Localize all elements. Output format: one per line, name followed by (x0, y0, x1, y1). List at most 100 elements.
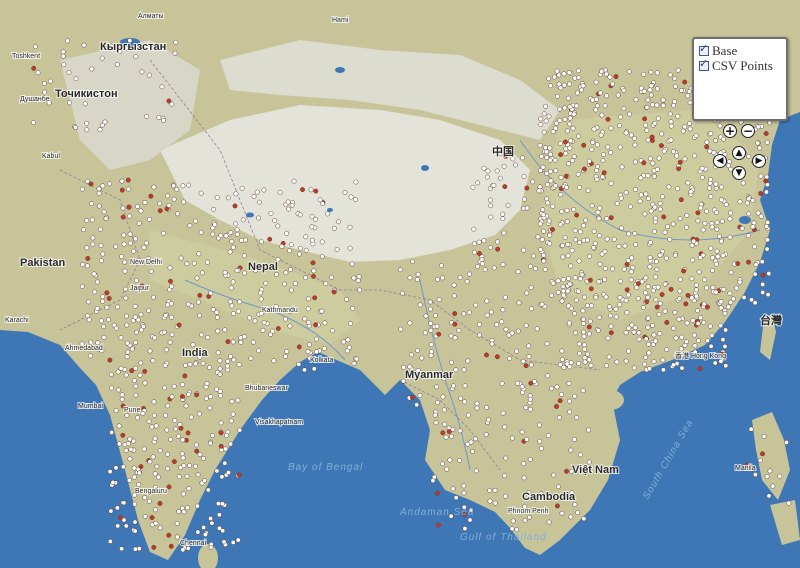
csv-point-marker[interactable] (570, 125, 576, 131)
csv-point-marker[interactable] (626, 348, 632, 354)
csv-point-marker[interactable] (138, 208, 144, 214)
csv-point-marker[interactable] (705, 338, 711, 344)
csv-point-marker[interactable] (589, 97, 595, 103)
csv-point-marker[interactable] (89, 66, 95, 72)
csv-point-marker[interactable] (157, 448, 163, 454)
csv-point-marker[interactable] (120, 432, 126, 438)
csv-point-marker[interactable] (566, 398, 572, 404)
csv-point-marker[interactable] (689, 295, 695, 301)
csv-point-marker[interactable] (675, 186, 681, 192)
csv-point-marker[interactable] (239, 185, 245, 191)
csv-point-marker[interactable] (329, 328, 335, 334)
csv-point-marker[interactable] (503, 153, 508, 159)
csv-point-marker[interactable] (308, 187, 314, 193)
csv-point-marker[interactable] (623, 130, 629, 136)
csv-point-marker[interactable] (109, 43, 115, 49)
csv-point-marker[interactable] (576, 361, 582, 366)
csv-point-marker[interactable] (236, 472, 242, 478)
csv-point-marker[interactable] (641, 71, 647, 77)
csv-point-marker[interactable] (443, 434, 449, 440)
csv-point-marker[interactable] (668, 286, 674, 292)
csv-point-marker[interactable] (313, 336, 319, 342)
csv-point-marker[interactable] (602, 249, 608, 255)
csv-point-marker[interactable] (515, 328, 521, 334)
csv-point-marker[interactable] (415, 271, 421, 277)
csv-point-marker[interactable] (550, 129, 556, 135)
csv-point-marker[interactable] (146, 256, 152, 262)
csv-point-marker[interactable] (468, 439, 474, 445)
csv-point-marker[interactable] (784, 439, 789, 445)
csv-point-marker[interactable] (720, 252, 726, 258)
csv-point-marker[interactable] (484, 312, 490, 318)
csv-point-marker[interactable] (433, 420, 439, 426)
csv-point-marker[interactable] (512, 162, 518, 168)
csv-point-marker[interactable] (758, 191, 764, 196)
csv-point-marker[interactable] (119, 396, 125, 402)
csv-point-marker[interactable] (234, 227, 240, 233)
csv-point-marker[interactable] (654, 304, 660, 310)
csv-point-marker[interactable] (619, 225, 625, 231)
csv-point-marker[interactable] (543, 118, 549, 124)
csv-point-marker[interactable] (752, 271, 758, 277)
csv-point-marker[interactable] (494, 354, 500, 360)
csv-point-marker[interactable] (428, 342, 434, 348)
csv-point-marker[interactable] (465, 412, 471, 418)
csv-point-marker[interactable] (572, 228, 578, 234)
csv-point-marker[interactable] (582, 359, 588, 365)
csv-point-marker[interactable] (647, 366, 652, 372)
csv-point-marker[interactable] (194, 275, 200, 281)
csv-point-marker[interactable] (557, 118, 563, 123)
csv-point-marker[interactable] (595, 209, 601, 215)
csv-point-marker[interactable] (590, 139, 596, 145)
csv-point-marker[interactable] (143, 240, 149, 246)
csv-point-marker[interactable] (166, 98, 172, 104)
csv-point-marker[interactable] (115, 304, 121, 310)
csv-point-marker[interactable] (505, 202, 511, 208)
csv-point-marker[interactable] (585, 351, 591, 357)
csv-point-marker[interactable] (268, 210, 274, 216)
csv-point-marker[interactable] (242, 270, 248, 276)
csv-point-marker[interactable] (197, 292, 203, 298)
csv-point-marker[interactable] (616, 243, 622, 249)
csv-point-marker[interactable] (121, 500, 127, 506)
csv-point-marker[interactable] (697, 366, 703, 372)
csv-point-marker[interactable] (617, 295, 623, 301)
csv-point-marker[interactable] (755, 210, 761, 216)
csv-point-marker[interactable] (766, 493, 772, 499)
csv-point-marker[interactable] (713, 138, 718, 143)
csv-point-marker[interactable] (564, 468, 569, 474)
csv-point-marker[interactable] (119, 254, 125, 260)
csv-point-marker[interactable] (564, 219, 570, 225)
csv-point-marker[interactable] (487, 245, 493, 251)
csv-point-marker[interactable] (124, 322, 130, 328)
csv-point-marker[interactable] (195, 472, 201, 478)
csv-point-marker[interactable] (654, 70, 660, 76)
csv-point-marker[interactable] (672, 99, 678, 105)
csv-point-marker[interactable] (107, 357, 113, 363)
csv-point-marker[interactable] (142, 495, 148, 501)
csv-point-marker[interactable] (649, 138, 655, 143)
csv-point-marker[interactable] (644, 127, 650, 133)
csv-point-marker[interactable] (744, 200, 750, 206)
csv-point-marker[interactable] (693, 282, 699, 288)
csv-point-marker[interactable] (181, 509, 187, 515)
csv-point-marker[interactable] (592, 240, 598, 246)
csv-point-marker[interactable] (605, 116, 611, 122)
csv-point-marker[interactable] (503, 326, 509, 332)
csv-point-marker[interactable] (619, 164, 625, 170)
csv-point-marker[interactable] (668, 137, 674, 143)
csv-point-marker[interactable] (626, 231, 632, 237)
csv-point-marker[interactable] (656, 155, 662, 161)
csv-point-marker[interactable] (735, 261, 741, 267)
csv-point-marker[interactable] (786, 500, 792, 506)
csv-point-marker[interactable] (531, 253, 537, 259)
csv-point-marker[interactable] (501, 163, 507, 169)
csv-point-marker[interactable] (248, 355, 254, 361)
csv-point-marker[interactable] (562, 235, 568, 240)
csv-point-marker[interactable] (624, 262, 630, 267)
csv-point-marker[interactable] (288, 267, 293, 272)
csv-point-marker[interactable] (586, 427, 591, 433)
csv-point-marker[interactable] (509, 526, 515, 532)
csv-point-marker[interactable] (664, 320, 670, 325)
csv-point-marker[interactable] (417, 302, 423, 308)
